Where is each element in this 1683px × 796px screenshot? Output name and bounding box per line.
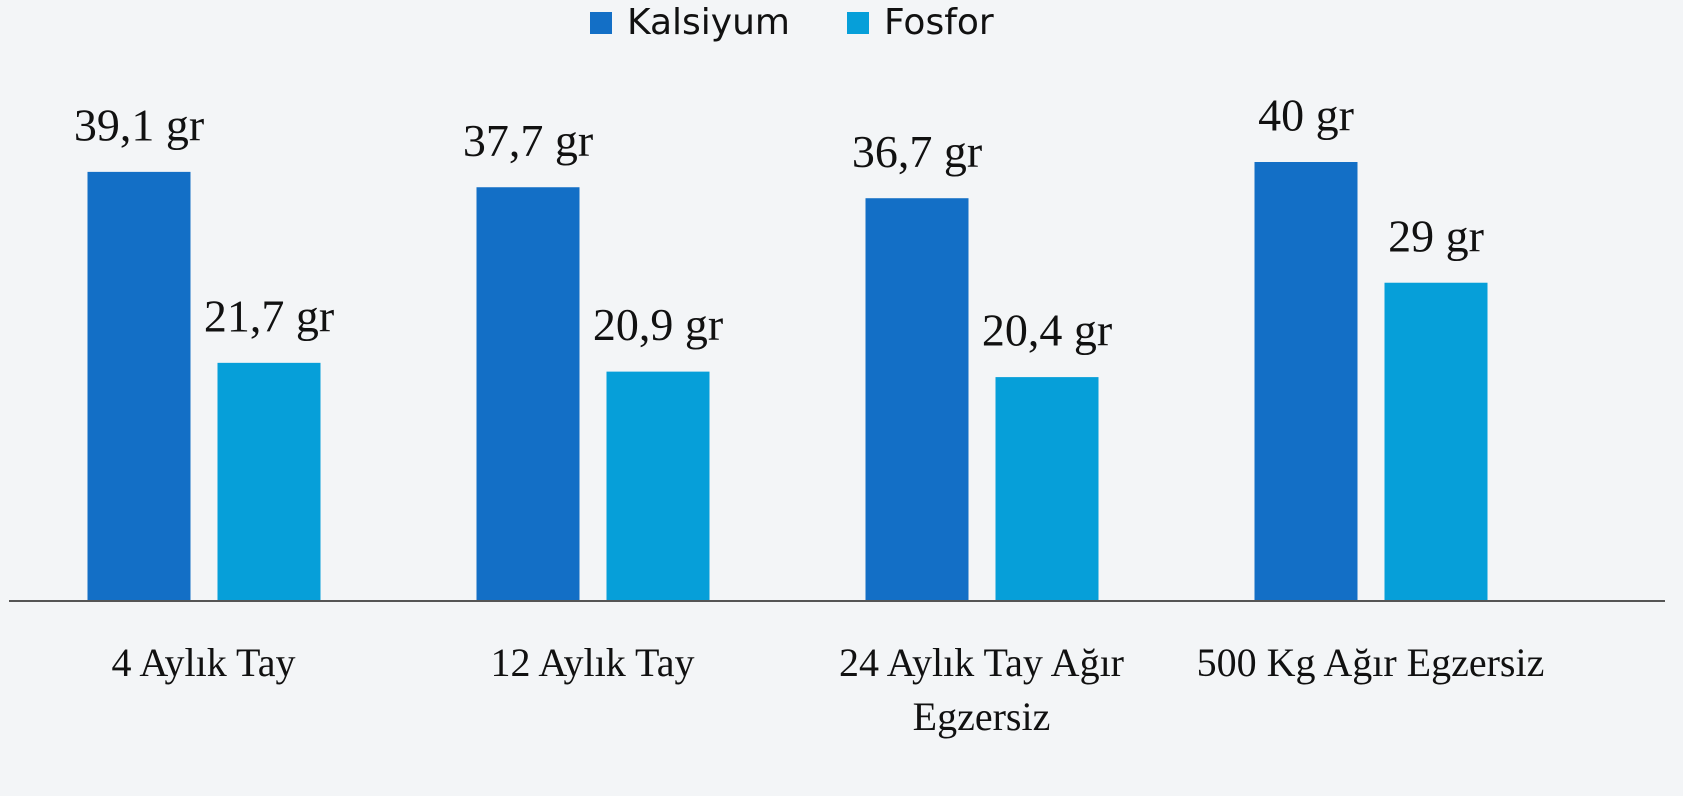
bar [1254,162,1358,601]
bar [865,198,969,601]
bar [87,171,191,601]
bar [995,377,1099,601]
data-label: 20,9 gr [593,299,723,350]
x-tick-label: 24 Aylık Tay Ağır Egzersiz [838,640,1125,739]
data-label: 37,7 gr [463,115,593,166]
data-label: 29 gr [1388,210,1484,261]
bar [1384,282,1488,601]
bar [606,371,710,601]
legend-swatch [847,12,869,34]
data-label: 20,4 gr [982,305,1112,356]
data-label: 36,7 gr [852,126,982,177]
bar [217,362,321,601]
x-tick-label: 4 Aylık Tay [111,640,296,685]
data-label: 40 gr [1258,90,1354,141]
legend-label: Fosfor [884,2,994,43]
data-label: 21,7 gr [204,290,334,341]
x-tick-label: 12 Aylık Tay [490,640,695,685]
legend-label: Kalsiyum [627,2,790,43]
legend-swatch [590,12,612,34]
data-label: 39,1 gr [74,99,204,150]
x-tick-label: 500 Kg Ağır Egzersiz [1196,640,1545,685]
bar [476,187,580,601]
